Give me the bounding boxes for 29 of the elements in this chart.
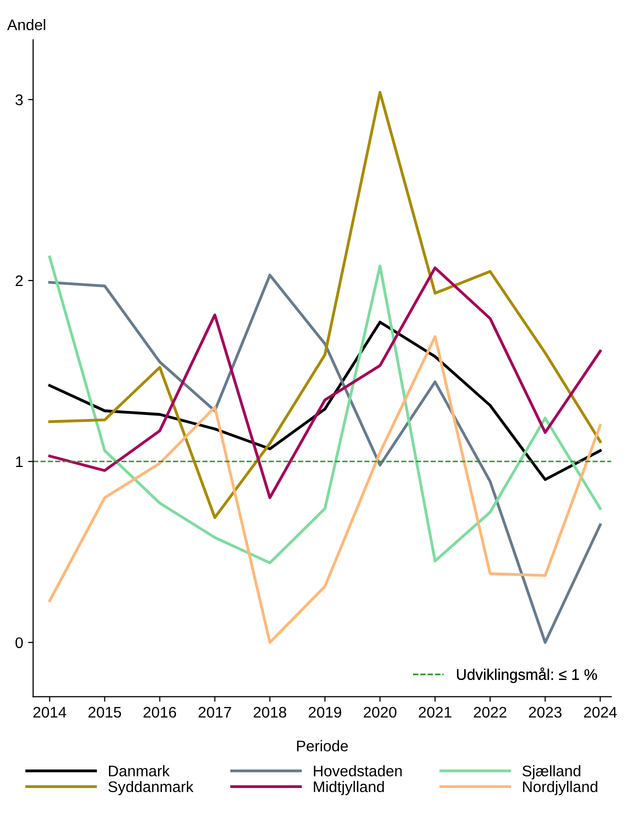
x-tick-label: 2015 xyxy=(88,706,122,718)
legend-label: Hovedstaden xyxy=(314,765,402,776)
line-series xyxy=(48,266,602,500)
x-tick-label: 2020 xyxy=(364,706,396,718)
line-series xyxy=(48,90,602,519)
y-tick-label: 0 xyxy=(16,637,23,648)
legend-label: Sjælland xyxy=(522,765,580,780)
line-series xyxy=(48,335,602,644)
x-tick-label: 2018 xyxy=(254,706,286,718)
legend-label: Syddanmark xyxy=(108,780,194,796)
x-tick-label: 2021 xyxy=(418,706,452,718)
x-tick-label: 2022 xyxy=(474,706,506,718)
x-tick-label: 2023 xyxy=(528,706,562,718)
legend-label: Nordjylland xyxy=(523,780,598,796)
y-tick-label: 2 xyxy=(16,275,23,286)
line-series xyxy=(48,274,602,644)
line-series xyxy=(48,256,602,564)
y-axis-title: Andel xyxy=(7,19,46,30)
x-tick-label: 2019 xyxy=(308,706,342,718)
x-tick-label: 2017 xyxy=(198,706,232,718)
y-tick-label: 3 xyxy=(15,94,23,106)
x-tick-label: 2016 xyxy=(144,706,176,718)
y-tick-label: 1 xyxy=(16,456,23,468)
legend-label: Udviklingsmål: ≤ 1 % xyxy=(456,668,597,683)
x-axis-title: Periode xyxy=(297,740,348,752)
x-tick-label: 2024 xyxy=(584,706,617,718)
legend-label: Midtjylland xyxy=(314,780,384,796)
x-tick-label: 2014 xyxy=(33,706,66,718)
legend-label: Danmark xyxy=(108,765,170,776)
